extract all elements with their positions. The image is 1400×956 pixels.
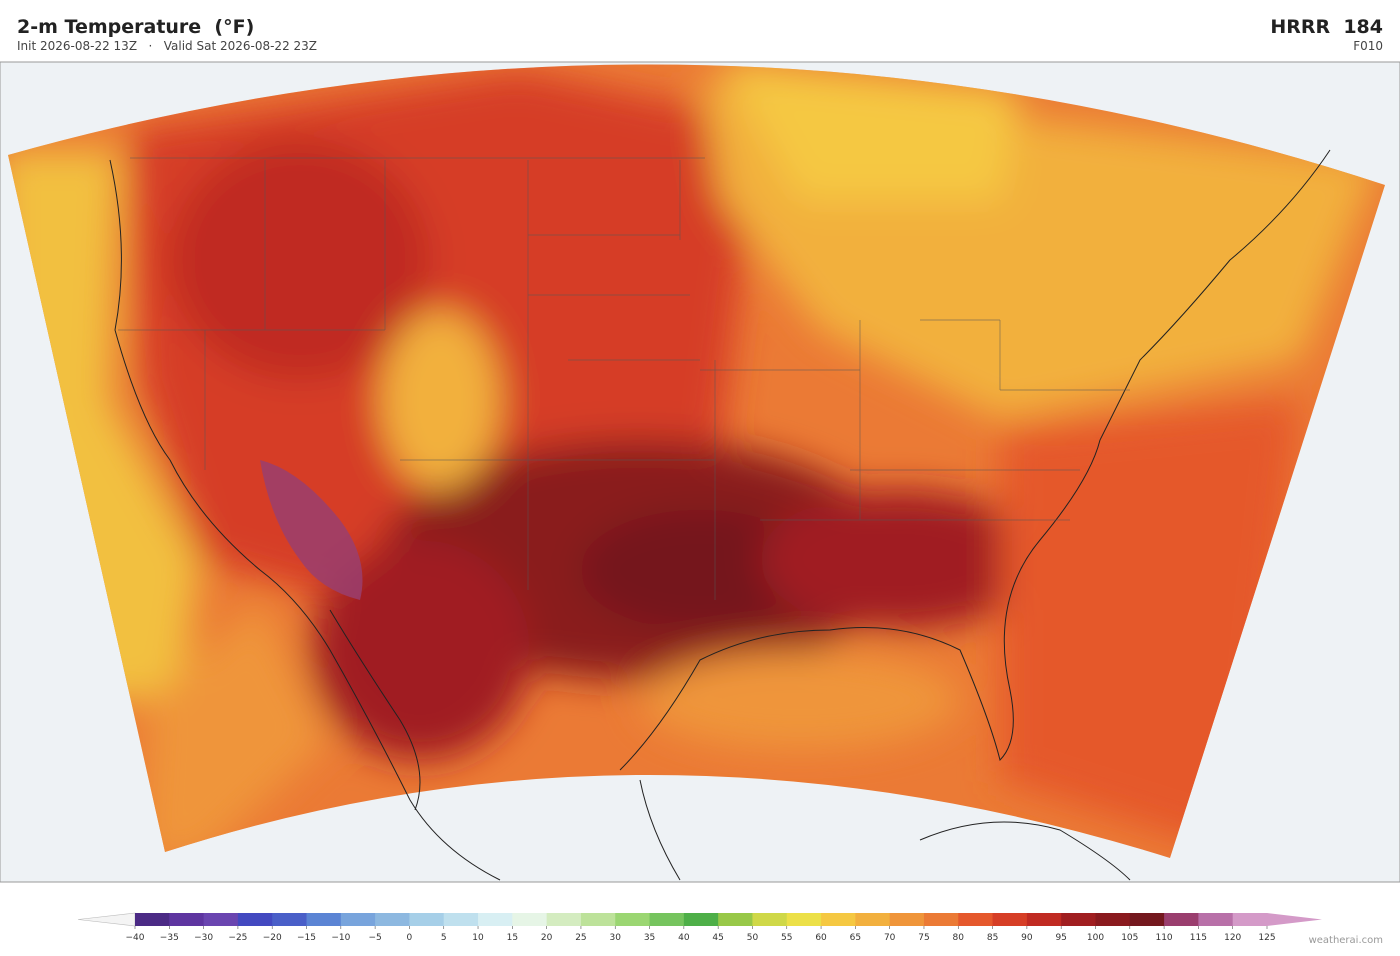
- colorbar-segment: [923, 913, 959, 926]
- colorbar-segment: [1095, 913, 1131, 926]
- colorbar-tick-label: 25: [575, 933, 586, 943]
- colorbar-segment: [683, 913, 719, 926]
- forecast-hour: F010: [1353, 39, 1383, 53]
- colorbar-tick-label: 90: [1021, 933, 1033, 943]
- colorbar-segment: [1232, 913, 1268, 926]
- colorbar-tick-label: 50: [747, 933, 759, 943]
- colorbar-segment: [443, 913, 479, 926]
- colorbar-segment: [375, 913, 410, 926]
- colorbar-over: [1267, 913, 1322, 926]
- colorbar-tick-label: 80: [953, 933, 965, 943]
- colorbar-tick-label: 35: [644, 933, 655, 943]
- colorbar-tick-label: 20: [541, 933, 553, 943]
- title: 2-m Temperature (°F): [17, 16, 255, 38]
- colorbar-tick-label: 15: [507, 933, 518, 943]
- colorbar-tick-label: −40: [126, 933, 145, 943]
- colorbar-segment: [1164, 913, 1199, 926]
- subtitle: Init 2026-08-22 13Z · Valid Sat 2026-08-…: [17, 39, 318, 53]
- colorbar-tick-label: −5: [368, 933, 381, 943]
- colorbar-segment: [512, 913, 548, 926]
- model: HRRR 184: [1270, 16, 1383, 38]
- colorbar-segment: [615, 913, 651, 926]
- colorbar-segment: [203, 913, 239, 926]
- colorbar-segment: [340, 913, 376, 926]
- colorbar-segment: [1026, 913, 1062, 926]
- colorbar-tick-label: −30: [194, 933, 213, 943]
- colorbar-tick-label: 10: [472, 933, 484, 943]
- colorbar-segment: [855, 913, 891, 926]
- colorbar-tick-label: −20: [263, 933, 282, 943]
- colorbar-segment: [1129, 913, 1165, 926]
- colorbar-tick-label: 115: [1190, 933, 1207, 943]
- colorbar-segment: [752, 913, 788, 926]
- colorbar-tick-label: 125: [1258, 933, 1275, 943]
- colorbar-segment: [169, 913, 205, 926]
- colorbar-under: [77, 912, 136, 927]
- colorbar-segment: [409, 913, 445, 926]
- colorbar-tick-label: 85: [987, 933, 998, 943]
- colorbar-tick-label: 120: [1224, 933, 1241, 943]
- colorbar-segment: [889, 913, 925, 926]
- credit: weatherai.com: [1308, 935, 1383, 946]
- colorbar-segment: [649, 913, 685, 926]
- colorbar-tick-label: −15: [297, 933, 316, 943]
- colorbar-segment: [306, 913, 342, 926]
- colorbar-tick-label: 30: [610, 933, 622, 943]
- colorbar-tick-label: 110: [1155, 933, 1172, 943]
- colorbar-tick-label: −25: [228, 933, 247, 943]
- colorbar-tick-label: −35: [160, 933, 179, 943]
- colorbar-segment: [718, 913, 753, 926]
- colorbar-tick-label: 55: [781, 933, 792, 943]
- colorbar-segment: [546, 913, 582, 926]
- colorbar-tick-label: 105: [1121, 933, 1138, 943]
- colorbar-tick-label: 45: [712, 933, 723, 943]
- colorbar-tick-label: 95: [1055, 933, 1066, 943]
- colorbar-tick-label: −10: [331, 933, 350, 943]
- colorbar-segment: [478, 913, 513, 926]
- colorbar-tick-label: 60: [815, 933, 827, 943]
- colorbar-tick-label: 40: [678, 933, 690, 943]
- colorbar-segment: [958, 913, 994, 926]
- colorbar-tick-label: 5: [441, 933, 447, 943]
- colorbar-segment: [992, 913, 1028, 926]
- colorbar-segment: [272, 913, 308, 926]
- colorbar-segment: [821, 913, 856, 926]
- colorbar-tick-label: 75: [918, 933, 929, 943]
- colorbar-tick-label: 100: [1087, 933, 1104, 943]
- colorbar-tick-label: 70: [884, 933, 896, 943]
- colorbar-segment: [1198, 913, 1234, 926]
- colorbar-segment: [135, 913, 170, 926]
- colorbar-tick-label: 65: [850, 933, 861, 943]
- colorbar-segment: [237, 913, 273, 926]
- colorbar-tick-label: 0: [407, 933, 413, 943]
- colorbar-segment: [786, 913, 822, 926]
- colorbar-segment: [580, 913, 616, 926]
- colorbar-segment: [1061, 913, 1096, 926]
